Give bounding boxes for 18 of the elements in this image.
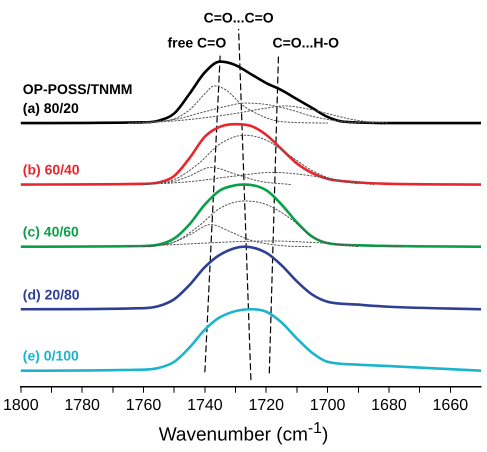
series-label: (b) 60/40 (22, 162, 80, 178)
x-tick-label: 1740 (187, 396, 223, 414)
x-tick-label: 1660 (432, 396, 468, 414)
x-tick-label: 1720 (248, 396, 284, 414)
series-label: (e) 0/100 (22, 348, 80, 364)
x-tick-label: 1780 (64, 396, 100, 414)
x-tick-label: 1680 (371, 396, 407, 414)
series-label: (d) 20/80 (22, 286, 80, 302)
series-label: (c) 40/60 (22, 224, 80, 240)
x-axis-title: Wavenumber (cm$^{-1}$) (158, 420, 330, 446)
x-tick-label: 1700 (310, 396, 346, 414)
legend-title: OP-POSS/TNMM (22, 81, 132, 98)
x-tick-label: 1760 (126, 396, 162, 414)
series-label: (a) 80/20 (22, 100, 80, 116)
text: C=O...C=O (204, 9, 274, 26)
annotation: C=O...H-O (272, 34, 340, 50)
annotation: free C=O (167, 34, 226, 50)
x-tick-label: 1800 (3, 396, 39, 414)
